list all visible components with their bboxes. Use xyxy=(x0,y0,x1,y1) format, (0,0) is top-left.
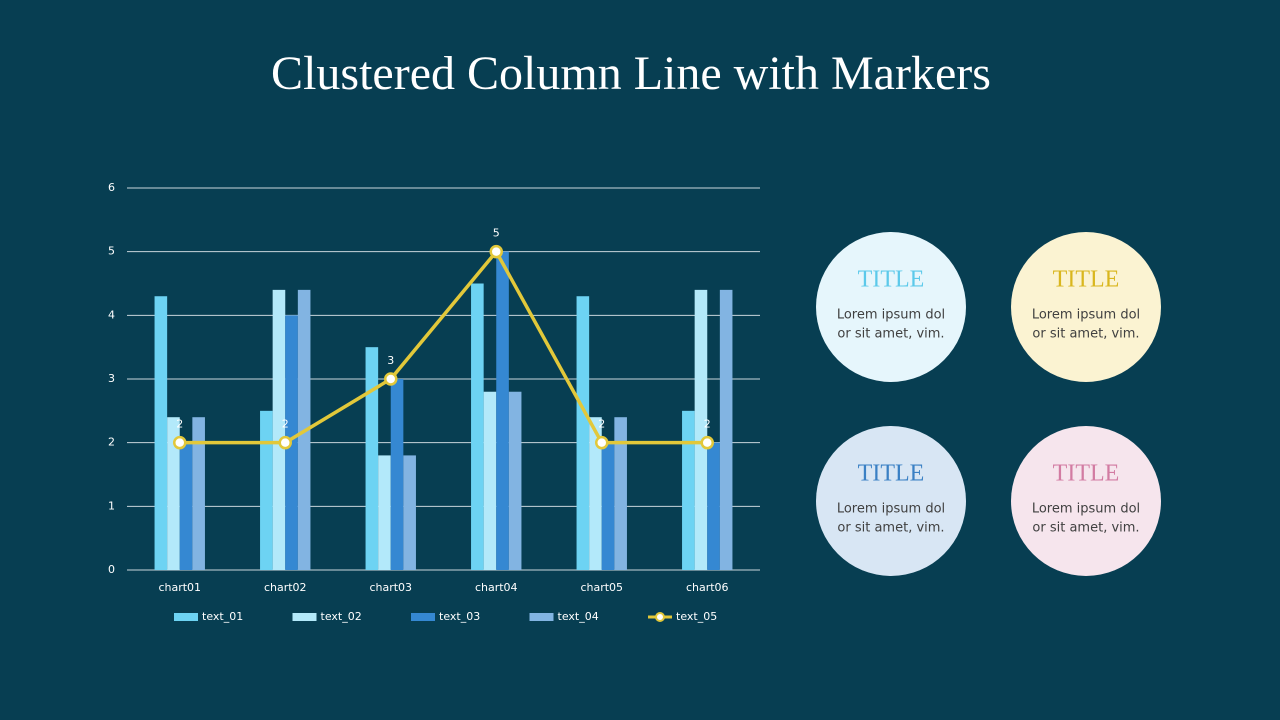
marker xyxy=(384,372,398,386)
bar xyxy=(496,251,509,570)
y-tick-label: 1 xyxy=(108,499,115,512)
bar xyxy=(614,417,627,570)
y-tick-label: 0 xyxy=(108,563,115,576)
card-circle xyxy=(1011,426,1161,576)
legend-item: text_02 xyxy=(292,610,362,623)
card-title: TITLE xyxy=(1053,461,1120,487)
card-text: or sit amet, vim. xyxy=(1032,521,1139,536)
y-tick-label: 6 xyxy=(108,181,115,194)
legend-item: text_01 xyxy=(174,610,243,623)
bar xyxy=(403,455,416,570)
bar xyxy=(167,417,180,570)
x-tick-label: chart04 xyxy=(475,581,518,594)
card-circle xyxy=(816,426,966,576)
bar xyxy=(378,455,391,570)
data-label: 3 xyxy=(387,354,394,367)
legend-item: text_04 xyxy=(529,610,599,623)
bar xyxy=(601,442,615,570)
data-label: 2 xyxy=(282,418,289,431)
bar xyxy=(707,442,720,570)
legend-label: text_01 xyxy=(202,610,243,623)
marker xyxy=(489,244,503,259)
bar xyxy=(682,410,695,570)
data-label: 2 xyxy=(176,418,183,431)
bar xyxy=(390,379,404,570)
bar xyxy=(365,347,379,570)
marker xyxy=(595,435,609,450)
bar xyxy=(694,289,708,570)
legend-label: text_05 xyxy=(676,610,717,623)
marker xyxy=(278,435,292,450)
card-title: TITLE xyxy=(858,461,925,487)
legend-label: text_03 xyxy=(439,610,480,623)
y-tick-label: 3 xyxy=(108,372,115,385)
bar xyxy=(179,442,193,570)
legend-swatch xyxy=(529,613,554,621)
bar xyxy=(192,417,205,570)
legend-item: text_03 xyxy=(411,610,480,623)
card-title: TITLE xyxy=(858,267,925,293)
bar xyxy=(719,289,733,570)
legend-swatch xyxy=(411,613,435,621)
bar xyxy=(471,283,484,570)
x-tick-label: chart02 xyxy=(264,581,307,594)
card-circle xyxy=(1011,232,1161,382)
card-text: Lorem ipsum dol xyxy=(1032,502,1140,517)
legend-label: text_02 xyxy=(321,610,362,623)
data-label: 2 xyxy=(598,418,605,431)
y-tick-label: 5 xyxy=(108,245,115,258)
y-tick-label: 2 xyxy=(108,436,115,449)
y-tick-label: 4 xyxy=(108,308,115,321)
card-text: or sit amet, vim. xyxy=(837,521,944,536)
card-circle xyxy=(816,232,966,382)
legend-swatch xyxy=(292,613,317,621)
card-text: Lorem ipsum dol xyxy=(837,502,945,517)
marker xyxy=(700,435,714,450)
bar xyxy=(154,296,168,570)
card-text: Lorem ipsum dol xyxy=(1032,308,1140,323)
line xyxy=(179,248,708,445)
marker xyxy=(173,435,187,450)
card-text: Lorem ipsum dol xyxy=(837,308,945,323)
x-tick-label: chart01 xyxy=(158,581,201,594)
data-label: 5 xyxy=(493,227,500,240)
data-label: 2 xyxy=(704,418,711,431)
bar xyxy=(483,391,497,570)
bar xyxy=(508,391,522,570)
x-tick-label: chart06 xyxy=(686,581,729,594)
chart-title: Clustered Column Line with Markers xyxy=(271,47,991,100)
legend-item: text_05 xyxy=(648,610,717,623)
legend-swatch xyxy=(655,612,665,622)
legend-swatch xyxy=(174,613,198,621)
bar xyxy=(272,289,286,570)
card-title: TITLE xyxy=(1053,267,1120,293)
legend-label: text_04 xyxy=(558,610,599,623)
x-tick-label: chart05 xyxy=(580,581,623,594)
bar xyxy=(576,296,590,570)
card-text: or sit amet, vim. xyxy=(837,327,944,342)
card-text: or sit amet, vim. xyxy=(1032,327,1139,342)
bar xyxy=(260,410,273,570)
x-tick-label: chart03 xyxy=(369,581,412,594)
bar xyxy=(589,417,602,570)
